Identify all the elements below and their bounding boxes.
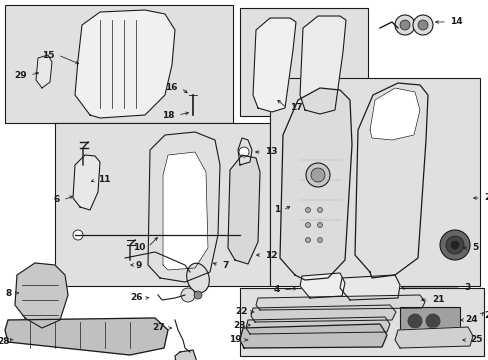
Circle shape [239,147,248,157]
Text: 19: 19 [229,336,242,345]
Bar [55,123,269,286]
Circle shape [406,313,422,329]
Text: 3: 3 [463,284,469,292]
Polygon shape [256,295,424,310]
Polygon shape [299,16,346,114]
Text: 6: 6 [54,195,60,204]
Text: 21: 21 [431,296,444,305]
Polygon shape [238,138,251,165]
Circle shape [317,222,322,228]
Polygon shape [394,327,472,348]
Text: 2: 2 [483,194,488,202]
Circle shape [73,230,83,240]
Circle shape [305,222,310,228]
Text: 5: 5 [471,243,477,252]
Text: 24: 24 [464,315,477,324]
Text: 17: 17 [289,104,302,112]
Polygon shape [299,273,345,298]
Text: 14: 14 [449,18,462,27]
Text: 11: 11 [98,175,110,184]
Polygon shape [5,318,168,355]
Circle shape [394,15,414,35]
Text: 28: 28 [0,338,10,346]
Circle shape [305,238,310,243]
Text: 9: 9 [135,261,141,270]
Bar [269,78,479,286]
Bar [240,8,367,116]
Polygon shape [369,88,419,140]
Text: 26: 26 [130,293,142,302]
Polygon shape [163,152,207,270]
Polygon shape [250,305,395,322]
Polygon shape [73,155,100,210]
Text: 12: 12 [264,251,277,260]
Text: 4: 4 [273,285,280,294]
Polygon shape [252,18,295,112]
Text: 27: 27 [152,324,164,333]
Circle shape [317,238,322,243]
Circle shape [417,20,427,30]
Polygon shape [75,10,175,118]
Polygon shape [280,88,351,280]
Circle shape [310,168,325,182]
Bar [5,5,232,123]
Circle shape [305,207,310,212]
Circle shape [194,291,202,299]
Polygon shape [245,317,389,334]
Circle shape [439,230,469,260]
Polygon shape [227,155,260,264]
Circle shape [450,241,458,249]
Ellipse shape [186,263,209,293]
Bar [399,307,459,335]
Text: 10: 10 [132,243,145,252]
Polygon shape [15,263,68,328]
Polygon shape [240,324,386,348]
Circle shape [445,236,463,254]
Polygon shape [36,55,52,88]
Circle shape [317,207,322,212]
Text: 8: 8 [6,288,12,297]
Text: 22: 22 [235,307,247,316]
Polygon shape [354,83,427,278]
Circle shape [181,288,195,302]
Text: 18: 18 [162,111,175,120]
Circle shape [399,20,409,30]
Bar [240,288,483,356]
Text: 1: 1 [273,206,280,215]
Polygon shape [175,350,197,360]
Text: 20: 20 [483,310,488,320]
Text: 29: 29 [14,71,27,80]
Text: 23: 23 [233,320,245,329]
Text: 15: 15 [42,50,55,59]
Circle shape [424,313,440,329]
Text: 7: 7 [222,261,228,270]
Text: 16: 16 [165,84,178,93]
Circle shape [412,15,432,35]
Text: 25: 25 [469,336,482,345]
Polygon shape [148,132,220,282]
Polygon shape [339,275,399,300]
Circle shape [305,163,329,187]
Text: 13: 13 [264,148,277,157]
